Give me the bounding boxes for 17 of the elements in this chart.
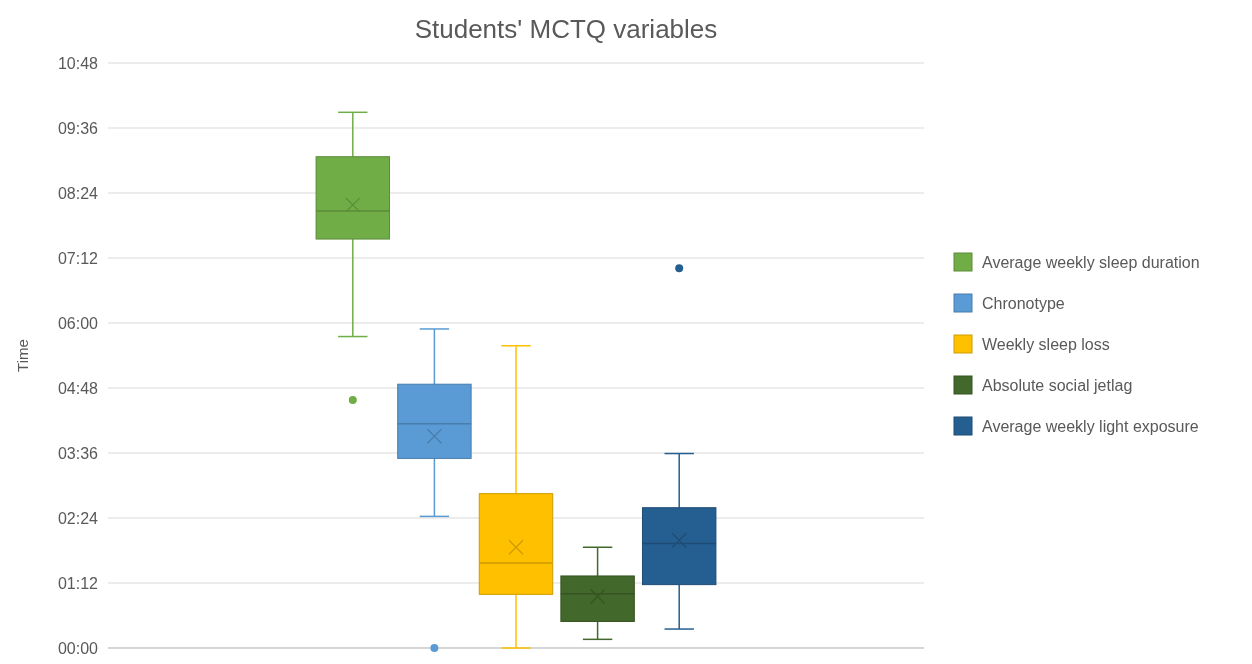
legend-label: Average weekly light exposure	[982, 417, 1199, 435]
y-tick-label: 10:48	[57, 54, 99, 72]
y-tick-label: 06:00	[57, 314, 99, 332]
y-tick-label: 07:12	[57, 249, 99, 267]
y-tick-label: 00:00	[57, 639, 99, 657]
y-tick-label: 01:12	[57, 574, 99, 592]
y-tick-label: 02:24	[57, 509, 99, 527]
legend-label: Absolute social jetlag	[982, 376, 1133, 394]
y-axis-title: Time	[14, 339, 31, 372]
legend-label: Average weekly sleep duration	[982, 253, 1200, 271]
y-tick-label: 08:24	[57, 184, 99, 202]
y-tick-label: 09:36	[57, 119, 99, 137]
chart-title: Students' MCTQ variables	[414, 14, 718, 44]
legend-label: Chronotype	[982, 294, 1065, 312]
legend-label: Weekly sleep loss	[982, 335, 1110, 353]
y-tick-label: 03:36	[57, 444, 99, 462]
y-tick-label: 04:48	[57, 379, 99, 397]
